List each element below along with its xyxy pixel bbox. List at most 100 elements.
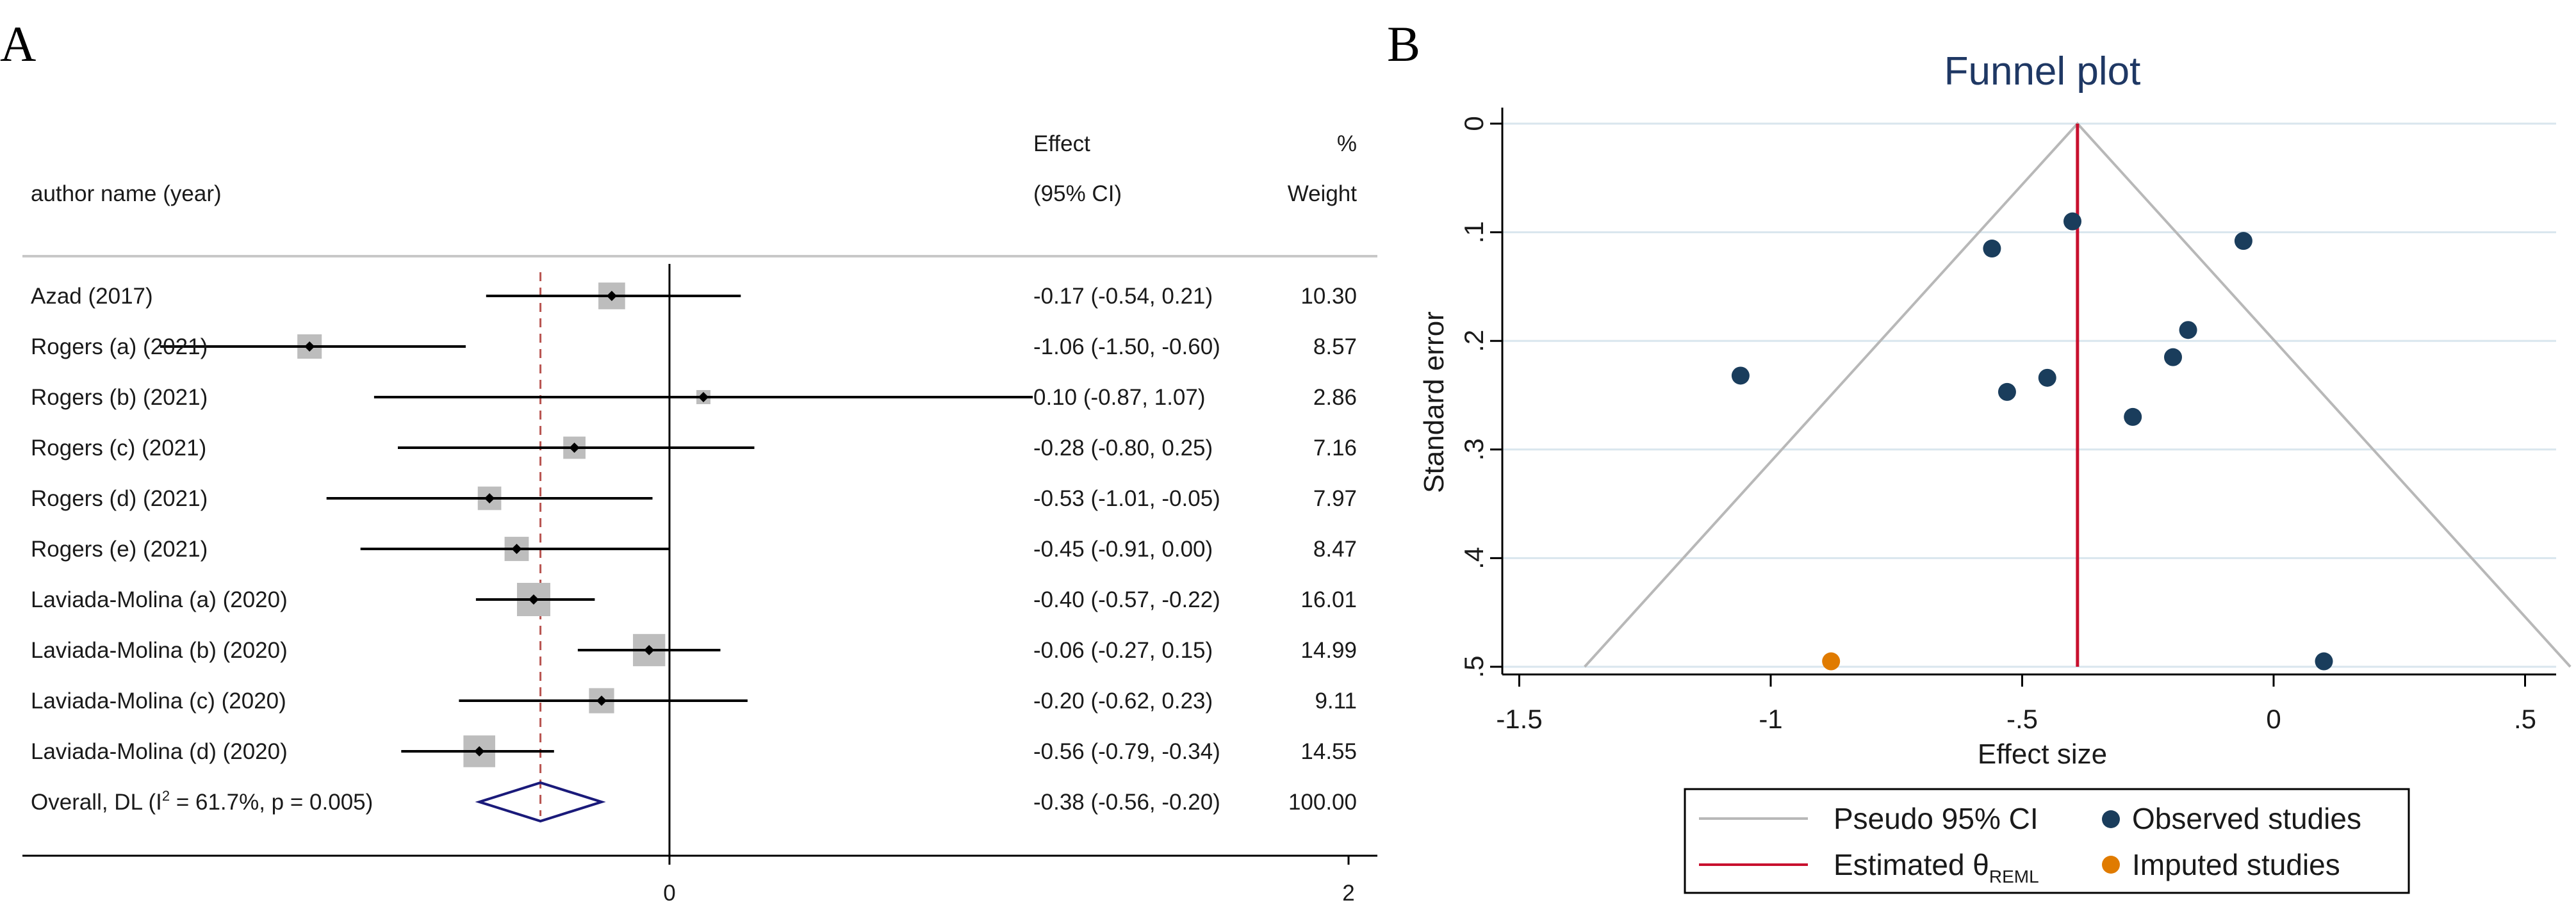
weight-text: 7.97 (1313, 486, 1357, 511)
legend-estimate-label: Estimated θREML (1834, 848, 2039, 886)
legend-observed-label: Observed studies (2132, 802, 2361, 835)
legend-estimate-prefix: Estimated θ (1834, 848, 1989, 881)
x-tick-label: 0 (2266, 704, 2281, 734)
effect-ci-text: -0.40 (-0.57, -0.22) (1033, 587, 1220, 612)
weight-text: 8.47 (1313, 537, 1357, 562)
study-row: Azad (2017) -0.17 (-0.54, 0.21) 10.30 (31, 282, 1357, 309)
study-name: Laviada-Molina (b) (2020) (31, 638, 288, 663)
effect-ci-text: -0.20 (-0.62, 0.23) (1033, 689, 1213, 714)
weight-text: 10.30 (1300, 284, 1357, 309)
study-row: Rogers (b) (2021) 0.10 (-0.87, 1.07) 2.86 (31, 385, 1357, 410)
point-estimate (698, 392, 709, 402)
panel-a-label: A (0, 16, 36, 72)
observed-study-point (2164, 348, 2182, 366)
forest-plot: Effect % author name (year) (95% CI) Wei… (0, 131, 1377, 906)
legend-imputed-swatch (2102, 856, 2120, 874)
point-estimate (529, 594, 539, 605)
y-axis-label: Standard error (1418, 311, 1450, 493)
legend-observed-swatch (2102, 810, 2120, 828)
effect-ci-text: -0.53 (-1.01, -0.05) (1033, 486, 1220, 511)
funnel-title: Funnel plot (1944, 49, 2141, 94)
y-tick-label: .2 (1459, 330, 1489, 352)
study-name: Laviada-Molina (a) (2020) (31, 587, 288, 612)
point-estimate (511, 544, 522, 554)
point-estimate (596, 696, 607, 706)
weight-header-2: Weight (1288, 181, 1358, 206)
effect-ci-text: -1.06 (-1.50, -0.60) (1033, 334, 1220, 359)
observed-study-point (1731, 366, 1750, 385)
overall-weight-text: 100.00 (1288, 790, 1357, 815)
study-row: Rogers (c) (2021) -0.28 (-0.80, 0.25) 7.16 (31, 436, 1357, 461)
observed-study-point (1983, 240, 2001, 258)
legend: Pseudo 95% CI Estimated θREML Observed s… (1684, 788, 2410, 894)
x-tick-label: -.5 (2006, 704, 2038, 734)
study-name: Rogers (d) (2021) (31, 486, 208, 511)
imputed-study-point (1822, 652, 1841, 671)
study-row: Laviada-Molina (c) (2020) -0.20 (-0.62, 0… (31, 688, 1357, 714)
weight-text: 16.01 (1300, 587, 1357, 612)
point-estimate (474, 746, 485, 756)
study-name: Rogers (e) (2021) (31, 537, 208, 562)
study-row: Rogers (e) (2021) -0.45 (-0.91, 0.00) 8.47 (31, 537, 1357, 562)
effect-ci-text: -0.45 (-0.91, 0.00) (1033, 537, 1213, 562)
y-tick-label: .3 (1459, 438, 1489, 461)
study-row: Laviada-Molina (b) (2020) -0.06 (-0.27, 0… (31, 633, 1357, 667)
effect-header-1: Effect (1033, 131, 1090, 156)
y-tick-label: 0 (1459, 116, 1489, 131)
study-row: Laviada-Molina (d) (2020) -0.56 (-0.79, -… (31, 735, 1357, 767)
observed-study-point (2315, 652, 2333, 671)
weight-text: 14.55 (1300, 739, 1357, 764)
observed-study-point (2124, 407, 2142, 426)
study-name: Rogers (b) (2021) (31, 385, 208, 410)
overall-diamond (475, 781, 606, 823)
overall-label-sup: 2 (162, 788, 170, 804)
study-name: Rogers (c) (2021) (31, 436, 206, 461)
overall-label-suffix: = 61.7%, p = 0.005) (170, 790, 373, 815)
weight-text: 2.86 (1313, 385, 1357, 410)
weight-header-1: % (1337, 131, 1357, 156)
effect-header-2: (95% CI) (1033, 181, 1122, 206)
observed-study-point (1998, 382, 2016, 401)
overall-row: Overall, DL (I2 = 61.7%, p = 0.005) -0.38… (31, 781, 1357, 823)
effect-ci-text: -0.06 (-0.27, 0.15) (1033, 638, 1213, 663)
weight-text: 9.11 (1315, 689, 1357, 714)
overall-label-prefix: Overall, DL (I (31, 790, 162, 815)
study-row: Laviada-Molina (a) (2020) -0.40 (-0.57, -… (31, 583, 1357, 616)
study-name: Rogers (a) (2021) (31, 334, 208, 359)
overall-effect-text: -0.38 (-0.56, -0.20) (1033, 790, 1220, 815)
y-tick-label: .5 (1459, 655, 1489, 678)
point-estimate (569, 443, 580, 453)
x-axis-label: Effect size (1978, 739, 2107, 770)
x-tick-label: .5 (2514, 704, 2536, 734)
y-tick-label: .1 (1459, 221, 1489, 243)
weight-text: 8.57 (1313, 334, 1357, 359)
effect-ci-text: 0.10 (-0.87, 1.07) (1033, 385, 1206, 410)
study-header: author name (year) (31, 181, 222, 206)
effect-ci-text: -0.17 (-0.54, 0.21) (1033, 284, 1213, 309)
panel-b-label: B (1387, 16, 1420, 72)
effect-ci-text: -0.56 (-0.79, -0.34) (1033, 739, 1220, 764)
x-tick-label: 0 (663, 881, 675, 906)
weight-text: 14.99 (1300, 638, 1357, 663)
point-estimate (606, 291, 617, 301)
observed-study-point (2063, 212, 2081, 231)
point-estimate (484, 493, 495, 503)
point-estimate (644, 645, 655, 655)
point-estimate (304, 341, 315, 352)
x-tick-label: -1.5 (1496, 704, 1542, 734)
x-tick-label: -2 (0, 881, 1, 906)
observed-study-point (2234, 232, 2252, 250)
legend-box (1684, 788, 2410, 894)
x-tick-label: 2 (1342, 881, 1354, 906)
overall-label: Overall, DL (I2 = 61.7%, p = 0.005) (31, 788, 373, 815)
study-row: Rogers (d) (2021) -0.53 (-1.01, -0.05) 7.9… (31, 486, 1357, 511)
observed-study-point (2038, 368, 2056, 387)
x-tick-label: -1 (1759, 704, 1782, 734)
study-name: Laviada-Molina (d) (2020) (31, 739, 288, 764)
observed-study-point (2179, 321, 2197, 339)
weight-text: 7.16 (1313, 436, 1357, 461)
study-name: Azad (2017) (31, 284, 153, 309)
study-row: Rogers (a) (2021) -1.06 (-1.50, -0.60) 8.5… (31, 334, 1357, 359)
legend-estimate-sub: REML (1989, 867, 2039, 886)
y-tick-label: .4 (1459, 547, 1489, 569)
